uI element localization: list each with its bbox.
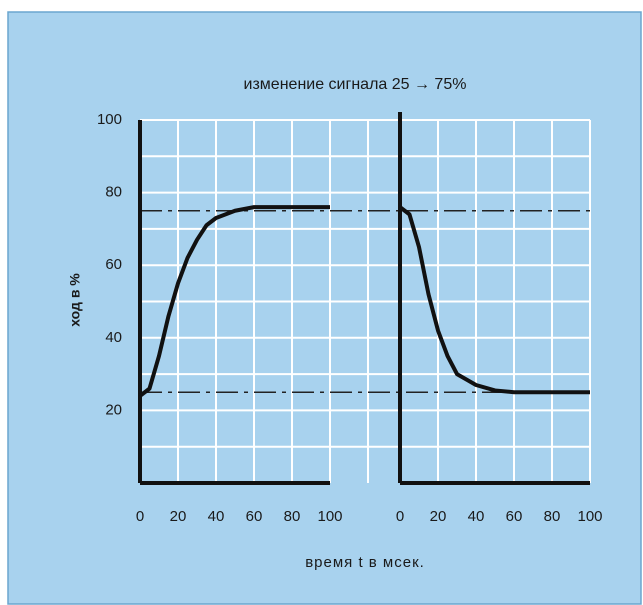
- x-axis-label: время t в мсек.: [305, 554, 425, 571]
- x-tick-label: 60: [506, 508, 523, 525]
- x-tick-label: 60: [246, 508, 263, 525]
- x-tick-label: 80: [284, 508, 301, 525]
- data-line: [398, 205, 590, 395]
- chart-title: изменение сигнала 25 → 75%: [244, 76, 467, 93]
- x-tick-label: 40: [208, 508, 225, 525]
- x-tick-label: 20: [430, 508, 447, 525]
- y-tick-label: 60: [105, 256, 122, 273]
- y-tick-label: 20: [105, 401, 122, 418]
- y-tick-label: 100: [97, 111, 122, 128]
- x-tick-label: 100: [577, 508, 602, 525]
- x-tick-label: 80: [544, 508, 561, 525]
- y-tick-label: 80: [105, 184, 122, 201]
- x-tick-label: 0: [136, 508, 144, 525]
- x-tick-label: 0: [396, 508, 404, 525]
- y-axis-label: ход в %: [67, 273, 83, 327]
- x-tick-label: 20: [170, 508, 187, 525]
- x-tick-label: 100: [317, 508, 342, 525]
- y-tick-label: 40: [105, 329, 122, 346]
- panel-background: [7, 11, 642, 605]
- x-tick-label: 40: [468, 508, 485, 525]
- data-line: [138, 205, 330, 398]
